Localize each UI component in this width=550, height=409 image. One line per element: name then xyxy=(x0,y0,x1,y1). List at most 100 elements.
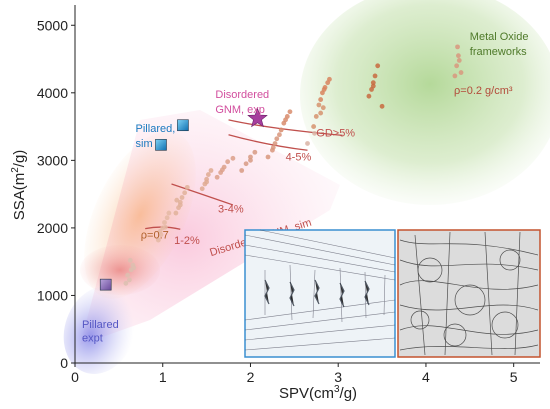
data-point xyxy=(265,154,271,160)
data-point xyxy=(230,155,236,161)
data-point xyxy=(239,168,245,173)
data-point xyxy=(278,127,284,133)
x-tick-label: 5 xyxy=(510,369,518,385)
data-point xyxy=(248,154,253,160)
data-point xyxy=(287,109,293,115)
pct-3-4-label: 3-4% xyxy=(218,203,244,215)
y-tick-label: 4000 xyxy=(37,85,68,101)
pct-1-2-label: 1-2% xyxy=(174,235,200,247)
data-point xyxy=(458,70,464,75)
pillared-expt-marker xyxy=(99,278,112,291)
data-point xyxy=(372,73,378,79)
pillared-expt-line-1-label: Pillared xyxy=(82,319,119,331)
data-point xyxy=(370,80,376,86)
y-tick-label: 2000 xyxy=(37,220,68,236)
pct-4-5-label: 4-5% xyxy=(286,151,312,163)
pillared-sim-2-marker xyxy=(155,139,167,151)
x-tick-label: 2 xyxy=(247,369,255,385)
disordered-exp-line-2-label: GNM, exp xyxy=(215,104,265,116)
data-point xyxy=(327,76,332,82)
data-point xyxy=(162,220,167,225)
disordered-exp-line-1-label: Disordered xyxy=(215,89,269,101)
rho-label-label: ρ=0.7 xyxy=(141,230,169,242)
marker-points xyxy=(99,107,268,291)
data-point xyxy=(452,73,458,79)
pillared-expt-line-2-label: expt xyxy=(82,332,103,344)
data-point xyxy=(311,124,317,129)
data-point xyxy=(219,167,225,173)
data-point xyxy=(283,117,288,123)
data-point xyxy=(252,149,258,155)
boundary-4-5 xyxy=(228,134,308,151)
data-point xyxy=(205,172,211,177)
data-point xyxy=(126,277,132,283)
data-point xyxy=(277,132,282,138)
x-tick-label: 3 xyxy=(334,369,342,385)
data-point xyxy=(312,130,317,136)
pillared-sim-line-1-label: Pillared, xyxy=(136,123,176,135)
data-point xyxy=(164,215,170,221)
data-point xyxy=(182,190,188,196)
data-point xyxy=(366,93,372,99)
data-point xyxy=(208,168,214,173)
y-tick-label: 5000 xyxy=(37,17,68,33)
region-metal-oxide-frameworks xyxy=(300,0,550,205)
data-point xyxy=(177,202,183,208)
data-point xyxy=(274,136,280,142)
gd-label-label: GD>5% xyxy=(316,128,355,140)
y-tick-label: 0 xyxy=(60,355,68,371)
data-point xyxy=(131,265,137,271)
x-tick-label: 4 xyxy=(422,369,430,385)
data-point xyxy=(272,141,278,146)
data-point xyxy=(179,195,185,200)
pillared-sim-1-marker xyxy=(177,119,189,132)
data-point xyxy=(173,210,179,216)
data-point xyxy=(321,87,327,92)
data-points xyxy=(123,44,464,286)
data-point xyxy=(166,210,172,216)
y-tick-label: 1000 xyxy=(37,287,68,303)
data-point xyxy=(370,83,376,89)
inset-pillared-structure xyxy=(244,229,396,358)
y-axis-label: SSA(m2/g) xyxy=(10,150,28,221)
density-label-label: ρ=0.2 g/cm³ xyxy=(454,85,513,97)
data-point xyxy=(313,114,319,119)
region-red-blob xyxy=(80,245,160,295)
data-point xyxy=(320,105,326,111)
metal-oxide-line-2-label: frameworks xyxy=(470,46,527,58)
data-point xyxy=(225,159,231,165)
data-point xyxy=(204,179,210,185)
pillared-sim-line-2-label: sim xyxy=(136,138,153,150)
x-axis-label: SPV(cm3/g) xyxy=(279,384,357,402)
inset-disordered-structure xyxy=(397,229,541,358)
shaded-regions xyxy=(63,0,550,374)
data-point xyxy=(316,102,322,108)
data-point xyxy=(214,174,220,180)
data-point xyxy=(454,63,460,69)
data-point xyxy=(162,224,168,230)
metal-oxide-line-1-label: Metal Oxide xyxy=(470,31,529,43)
data-point xyxy=(184,184,190,190)
x-ticks: 0 1 2 3 4 5 xyxy=(71,363,518,385)
boundary-3-4 xyxy=(171,183,234,206)
region-pillared-expt xyxy=(63,286,137,374)
y-ticks: 0 1000 2000 3000 4000 5000 xyxy=(37,17,75,371)
y-tick-label: 3000 xyxy=(37,152,68,168)
data-point xyxy=(305,141,310,146)
data-point xyxy=(248,157,253,163)
data-point xyxy=(243,161,249,167)
disordered-gnm-exp-marker xyxy=(247,107,268,128)
data-point xyxy=(270,145,276,150)
data-point xyxy=(174,197,180,203)
data-point xyxy=(318,110,324,116)
data-point xyxy=(125,272,131,278)
x-tick-label: 1 xyxy=(159,369,167,385)
data-point xyxy=(456,57,462,63)
boundary-gd5 xyxy=(228,119,343,137)
data-point xyxy=(456,53,461,59)
data-point xyxy=(318,97,324,102)
data-point xyxy=(155,237,161,243)
data-point xyxy=(375,63,381,69)
